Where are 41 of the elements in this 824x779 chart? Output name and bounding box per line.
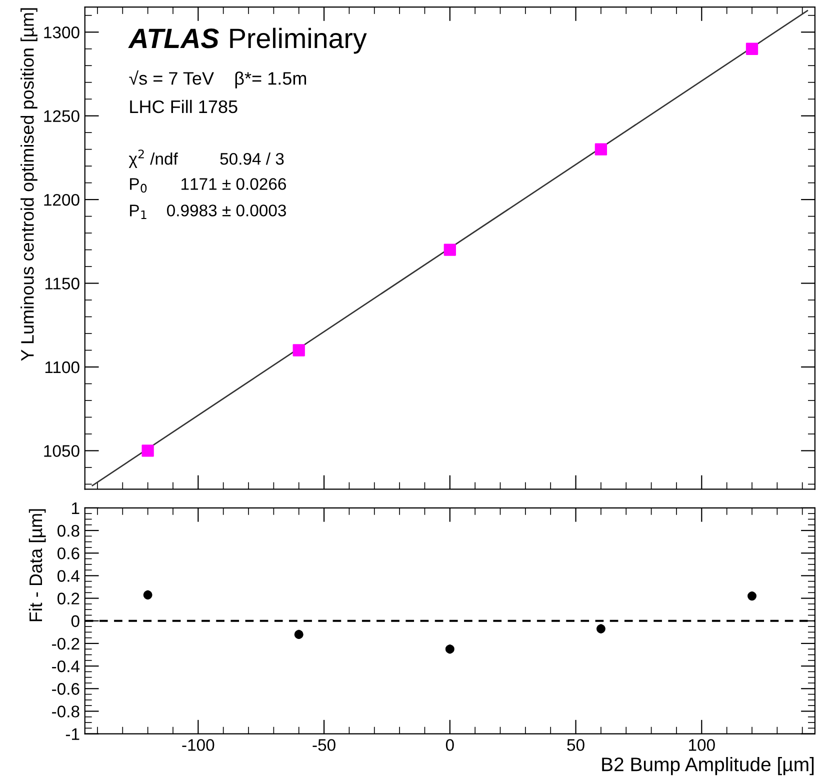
y-tick-label: -1 xyxy=(66,728,80,740)
y-axis-title: Y Luminous centroid optimised position [µm] xyxy=(20,8,38,361)
y-tick-label: 1300 xyxy=(44,26,80,38)
y-tick-label: 0.6 xyxy=(57,547,80,560)
x-axis-title: B2 Bump Amplitude [µm] xyxy=(602,756,814,776)
y-tick-label: 1100 xyxy=(45,361,80,374)
point xyxy=(445,644,454,654)
y-tick-label: 0.4 xyxy=(57,570,80,582)
x-tick-label: -50 xyxy=(312,739,336,751)
y-tick-label: -0.2 xyxy=(52,638,80,650)
annotation: ATLAS Preliminary xyxy=(128,28,367,54)
x-tick-label: -100 xyxy=(182,739,214,751)
point xyxy=(444,244,456,256)
x-tick-label: 0 xyxy=(446,739,454,751)
point xyxy=(746,42,758,55)
point xyxy=(594,143,608,156)
point xyxy=(294,630,304,639)
y-tick-label: 0 xyxy=(71,615,80,628)
point xyxy=(143,590,152,600)
y-axis-title: Fit - Data [µm] xyxy=(28,509,46,622)
y-tick-label: 1200 xyxy=(44,194,80,206)
y-tick-label: 1250 xyxy=(44,110,80,122)
annotation: χ$^{2}$ /ndf 50.94 / 3 xyxy=(128,150,284,168)
point xyxy=(596,624,606,634)
y-tick-label: 1050 xyxy=(44,445,80,457)
x-tick-label: 100 xyxy=(689,739,715,751)
y-tick-label: 1150 xyxy=(45,278,80,290)
point xyxy=(748,592,756,601)
y-tick-label: -0.4 xyxy=(52,660,80,672)
annotation: √s = 7 TeV β*= 1.5m xyxy=(129,70,306,88)
y-tick-label: 0.2 xyxy=(57,592,80,604)
point xyxy=(292,344,305,356)
y-tick-label: 1 xyxy=(72,502,80,514)
y-tick-label: 0.8 xyxy=(57,524,80,537)
x-tick-label: 50 xyxy=(567,739,584,751)
point xyxy=(142,444,154,457)
text: P$_{1}$ 0.9983 ± 0.0003 xyxy=(130,204,286,219)
y-tick-label: -0.6 xyxy=(52,683,80,695)
y-tick-label: -0.8 xyxy=(52,706,80,718)
annotation: LHC Fill 1785 xyxy=(130,100,238,114)
text: P$_{0}$ 1171 ± 0.0266 xyxy=(130,178,286,193)
